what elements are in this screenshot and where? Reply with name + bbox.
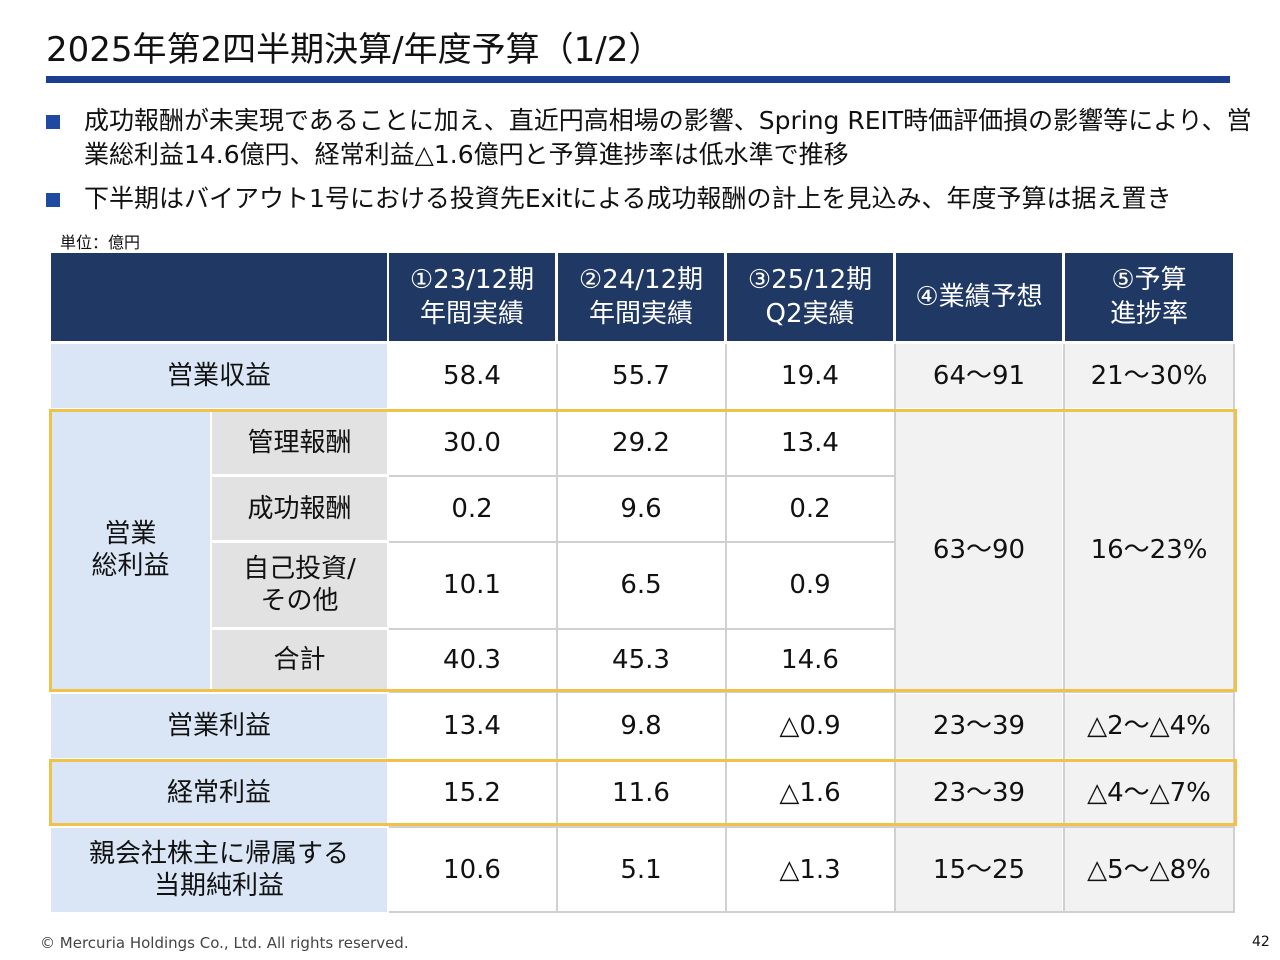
table-cell: 14.6 <box>727 630 893 689</box>
bullet-text: 成功報酬が未実現であることに加え、直近円高相場の影響、Spring REIT時価… <box>84 106 1252 169</box>
row-label-net-income: 親会社株主に帰属する 当期純利益 <box>51 828 387 912</box>
table-cell: 5.1 <box>558 828 724 912</box>
grid-line <box>1063 344 1065 912</box>
table-cell: 0.2 <box>727 477 893 540</box>
table-cell: 0.9 <box>727 543 893 627</box>
table-cell: △1.3 <box>727 828 893 912</box>
row-label-operating-revenue: 営業収益 <box>51 344 387 408</box>
table-cell: △2〜△4% <box>1065 694 1233 758</box>
table-cell: 21〜30% <box>1065 344 1233 408</box>
table-cell: 10.6 <box>389 828 555 912</box>
bullet-square-icon <box>46 193 60 207</box>
page-title: 2025年第2四半期決算/年度予算（1/2） <box>46 30 663 70</box>
header-fy24: ②24/12期 年間実績 <box>558 253 724 341</box>
row-label-operating-income: 営業利益 <box>51 694 387 758</box>
table-cell: 10.1 <box>389 543 555 627</box>
unit-label: 単位：億円 <box>60 233 141 252</box>
grid-line <box>389 691 1235 693</box>
grid-line <box>389 409 1235 411</box>
bullet-square-icon <box>46 115 60 129</box>
sub-label-management-fee: 管理報酬 <box>212 411 387 474</box>
grid-line <box>389 911 1235 913</box>
table-cell: △5〜△8% <box>1065 828 1233 912</box>
page-number: 42 <box>1252 934 1270 950</box>
gross-profit-forecast-cell: 63〜90 <box>896 411 1062 689</box>
copyright-footer: © Mercuria Holdings Co., Ltd. All rights… <box>40 934 409 952</box>
table-cell: 9.8 <box>558 694 724 758</box>
bullet-item: 下半期はバイアウト1号における投資先Exitによる成功報酬の計上を見込み、年度予… <box>46 182 1266 216</box>
table-cell: 15〜25 <box>896 828 1062 912</box>
title-underline <box>46 76 1230 83</box>
table-cell: △4〜△7% <box>1065 761 1233 824</box>
table-cell: 13.4 <box>389 694 555 758</box>
header-empty-cell <box>51 253 387 341</box>
table-cell: 13.4 <box>727 411 893 474</box>
sub-label-total: 合計 <box>212 630 387 689</box>
table-cell: 29.2 <box>558 411 724 474</box>
header-fy23: ①23/12期 年間実績 <box>389 253 555 341</box>
header-progress: ⑤予算 進捗率 <box>1065 253 1233 341</box>
table-cell: 9.6 <box>558 477 724 540</box>
header-fy25-q2: ③25/12期 Q2実績 <box>727 253 893 341</box>
grid-line <box>894 344 896 912</box>
table-cell: 6.5 <box>558 543 724 627</box>
gross-profit-progress-cell: 16〜23% <box>1065 411 1233 689</box>
bullet-text: 下半期はバイアウト1号における投資先Exitによる成功報酬の計上を見込み、年度予… <box>84 184 1172 213</box>
table-cell: △0.9 <box>727 694 893 758</box>
table-cell: 0.2 <box>389 477 555 540</box>
bullet-item: 成功報酬が未実現であることに加え、直近円高相場の影響、Spring REIT時価… <box>46 104 1266 172</box>
table-cell: 40.3 <box>389 630 555 689</box>
row-label-ordinary-income: 経常利益 <box>51 761 387 824</box>
grid-line <box>389 628 894 630</box>
table-cell: 23〜39 <box>896 694 1062 758</box>
table-cell: 58.4 <box>389 344 555 408</box>
table-cell: △1.6 <box>727 761 893 824</box>
table-cell: 23〜39 <box>896 761 1062 824</box>
table-cell: 11.6 <box>558 761 724 824</box>
table-cell: 19.4 <box>727 344 893 408</box>
grid-line <box>389 826 1235 828</box>
grid-line <box>389 759 1235 761</box>
grid-line <box>389 541 894 543</box>
table-cell: 64〜91 <box>896 344 1062 408</box>
table-cell: 30.0 <box>389 411 555 474</box>
row-label-gross-profit: 営業 総利益 <box>51 411 210 689</box>
header-forecast: ④業績予想 <box>896 253 1062 341</box>
sub-label-success-fee: 成功報酬 <box>212 477 387 540</box>
table-cell: 15.2 <box>389 761 555 824</box>
table-cell: 45.3 <box>558 630 724 689</box>
sub-label-principal-investment: 自己投資/ その他 <box>212 543 387 627</box>
grid-line <box>389 475 894 477</box>
table-cell: 55.7 <box>558 344 724 408</box>
